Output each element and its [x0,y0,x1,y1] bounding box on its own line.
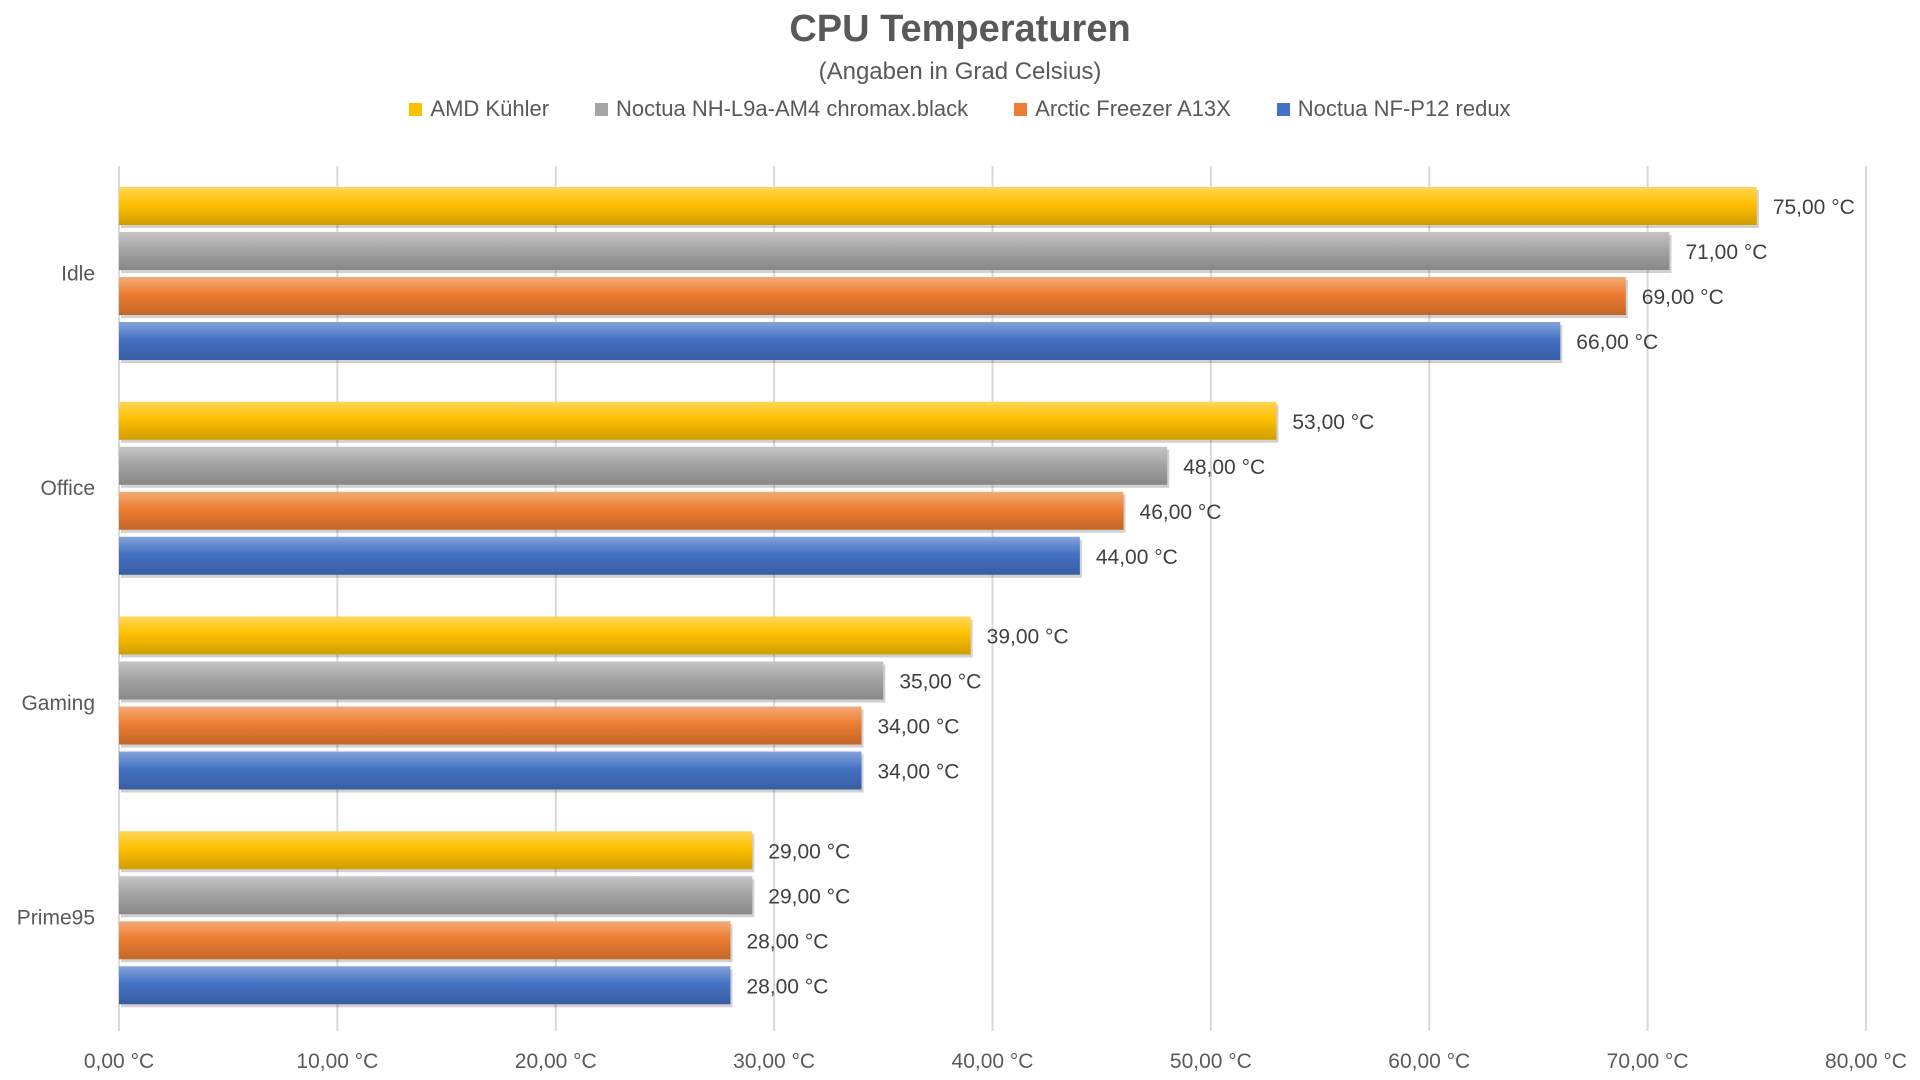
data-label: 34,00 °C [877,716,959,739]
data-label: 28,00 °C [746,975,828,998]
x-tick-label: 80,00 °C [1825,1050,1907,1073]
x-tick-label: 70,00 °C [1607,1050,1689,1073]
data-label: 28,00 °C [746,930,828,953]
bar [119,446,1168,485]
legend-label: Noctua NF-P12 redux [1297,96,1511,121]
legend-item: Noctua NF-P12 redux [1276,96,1511,122]
bar [119,536,1080,575]
legend-item: AMD Kühler [409,96,549,122]
chart-subtitle: (Angaben in Grad Celsius) [818,58,1102,85]
category-label: Idle [61,262,95,285]
data-label: 44,00 °C [1096,546,1178,569]
data-label: 46,00 °C [1140,501,1222,524]
bar [119,921,731,960]
legend-label: Arctic Freezer A13X [1035,96,1231,121]
category-label: Gaming [21,692,95,715]
legend-swatch [1014,102,1028,116]
data-label: 39,00 °C [987,626,1069,649]
data-label: 53,00 °C [1292,411,1374,434]
legend-swatch [595,102,609,116]
bar [119,831,753,870]
bar [119,616,971,655]
bar [119,322,1561,360]
category-label: Office [41,477,95,500]
legend-swatch [1276,102,1290,116]
x-tick-label: 20,00 °C [515,1050,597,1073]
data-label: 34,00 °C [877,761,959,784]
legend-label: Noctua NH-L9a-AM4 chromax.black [616,96,969,121]
data-label: 48,00 °C [1183,456,1265,479]
data-label: 29,00 °C [768,840,850,863]
bar [119,661,884,700]
bar [119,277,1626,315]
category-label: Prime95 [17,907,95,930]
legend: AMD Kühler Noctua NH-L9a-AM4 chromax.blac… [0,96,1920,122]
data-label: 75,00 °C [1773,196,1855,219]
legend-label: AMD Kühler [430,96,550,121]
x-tick-label: 10,00 °C [296,1050,378,1073]
data-label: 71,00 °C [1685,241,1767,264]
x-tick-label: 30,00 °C [733,1050,815,1073]
chart-title: CPU Temperaturen [789,8,1131,50]
bar [119,491,1124,530]
x-tick-label: 0,00 °C [84,1050,154,1073]
legend-item: Arctic Freezer A13X [1014,96,1231,122]
data-label: 66,00 °C [1576,331,1658,354]
bar [119,876,753,915]
x-tick-label: 60,00 °C [1388,1050,1470,1073]
data-label: 29,00 °C [768,885,850,908]
x-tick-label: 50,00 °C [1170,1050,1252,1073]
data-label: 35,00 °C [899,671,981,694]
bar [119,401,1277,440]
bar [119,187,1757,225]
legend-item: Noctua NH-L9a-AM4 chromax.black [595,96,968,122]
bar [119,232,1670,270]
legend-swatch [409,102,423,116]
data-label: 69,00 °C [1642,286,1724,309]
bar [119,751,862,790]
bar [119,966,731,1005]
bar [119,706,862,745]
x-tick-label: 40,00 °C [952,1050,1034,1073]
